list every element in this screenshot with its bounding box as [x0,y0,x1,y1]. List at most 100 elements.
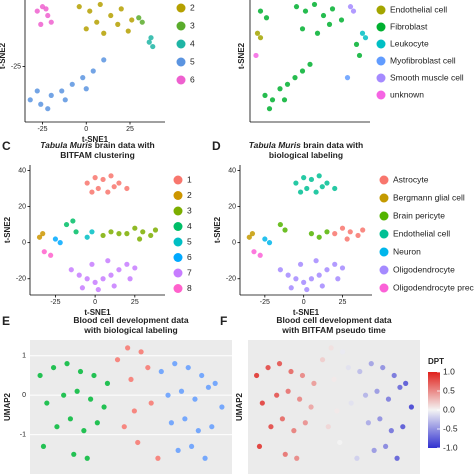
point [319,357,326,363]
point [293,180,299,186]
legend-label: Endothelial cell [390,4,447,14]
point [257,8,264,14]
legend-label: Bergmann glial cell [393,192,465,202]
legend-swatch [379,175,389,185]
panel-label: F [220,314,227,328]
point [311,380,317,386]
y-tick-label: 40 [228,167,236,174]
x-tick-label: 25 [131,299,139,306]
legend-swatch [173,175,183,185]
point [88,396,94,402]
point [80,75,86,81]
point [276,361,283,367]
legend-swatch [379,211,389,221]
point [84,180,90,186]
point [70,218,76,224]
point [48,252,54,258]
point [111,184,117,190]
point [77,368,84,375]
point [353,41,360,47]
point [265,364,271,371]
x-tick-label: 25 [339,299,347,306]
legend-swatch [376,90,386,100]
legend-label: Oligodendrocyte precursor cell [393,282,474,292]
point [132,265,138,271]
point [262,236,268,242]
point [344,236,350,242]
point [359,30,366,36]
title-part: Tabula Muris [40,140,92,150]
point [246,234,252,240]
point [89,189,95,195]
point [84,276,90,282]
chart-title: biological labeling [269,150,343,160]
chart-title: Tabula Muris brain data with [40,140,154,150]
point [266,106,273,112]
title-part: Blood cell development data [73,315,189,325]
point [253,52,259,59]
point [362,35,369,41]
legend-label: Endothelial cell [393,228,450,238]
point [61,392,67,398]
point [192,396,198,402]
point [37,372,43,379]
legend-swatch [376,39,386,49]
y-tick-label: -20 [226,276,236,283]
point [263,15,270,21]
point [195,428,201,434]
point [293,4,300,10]
point [301,175,307,181]
x-tick-label: 25 [126,126,134,133]
legend-label: 7 [187,267,192,277]
point [377,416,383,422]
chart-title: Tabula Muris brain data with [249,140,363,150]
point [158,368,164,375]
legend-swatch [173,222,183,231]
point [319,283,325,289]
x-axis-label: t-SNE1 [82,135,109,144]
point [71,451,77,457]
colorbar-tick-label: 1.0 [443,366,455,376]
point [332,261,338,267]
point [92,279,98,285]
legend-swatch [176,21,186,31]
point [129,17,135,23]
point [95,185,101,192]
point [292,75,298,81]
point [202,455,208,461]
legend-label: Oligodendrocyte [393,264,455,274]
x-tick-label: -25 [260,299,270,306]
legend-swatch [176,57,186,67]
point [36,234,43,240]
point [97,1,103,8]
point [332,231,338,237]
point [69,81,75,87]
point [291,428,297,434]
point [282,227,288,233]
point [329,6,336,12]
point [104,380,111,386]
point [105,189,111,195]
point [116,180,122,186]
point [48,19,54,25]
point [101,404,107,410]
x-tick-label: 0 [302,299,306,306]
point [340,349,346,355]
panel-label: C [2,139,11,153]
legend-label: Leukocyte [390,38,429,48]
point [308,404,314,410]
title-part: BITFAM clustering [60,150,135,160]
point [100,276,106,282]
x-axis-label: t-SNE1 [84,308,111,317]
point [274,392,280,398]
x-tick-label: 0 [84,126,88,133]
point [282,451,288,457]
point [45,106,51,112]
chart-title: BITFAM clustering [60,150,135,160]
point [165,392,171,398]
point [347,4,354,10]
point [219,404,225,410]
legend-swatch [176,3,186,13]
point [152,227,159,233]
point [254,372,260,379]
